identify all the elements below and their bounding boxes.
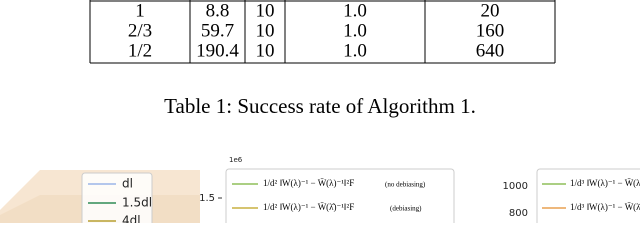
figure-middle: 1e6 1.5 1/d² ‖W(λ)⁻¹ − W̄(λ)⁻¹‖²F (no de… — [199, 156, 455, 223]
figure-left: dl 1.5dl 4dl — [0, 170, 200, 223]
legend-note: (no debiasing) — [385, 181, 426, 189]
page: 1 8.8 10 1.0 20 2/3 59.7 10 1.0 160 1/2 190.4 10 1.0 6… — [0, 0, 640, 223]
table-cell: 1.0 — [343, 0, 367, 21]
legend-note: (debiasing) — [390, 205, 422, 213]
table — [89, 0, 556, 64]
table-cell: 1/2 — [128, 40, 152, 61]
table-cell: 1.0 — [343, 20, 367, 41]
table-cell: 160 — [476, 20, 505, 41]
figure-right: 1000 800 1/d³ ‖W(λ)⁻¹ − W̄(λ)⁻¹‖²F 1/d³ … — [503, 168, 640, 223]
table-cell: 1.0 — [343, 40, 367, 61]
table-cell: 1 — [135, 0, 145, 21]
table-cell: 10 — [256, 20, 275, 41]
table-cell: 190.4 — [196, 40, 239, 61]
legend-formula: 1/d³ ‖W(λ)⁻¹ − W̄(λ̂)⁻¹‖²F — [570, 202, 640, 212]
table-cell: 10 — [256, 0, 275, 21]
table-caption: Table 1: Success rate of Algorithm 1. — [164, 94, 476, 118]
table-cell: 20 — [481, 0, 500, 21]
y-tick-label: 1.5 — [199, 193, 215, 204]
legend-formula: 1/d³ ‖W(λ)⁻¹ − W̄(λ)⁻¹‖²F — [570, 178, 640, 188]
legend-label: dl — [122, 177, 133, 191]
legend-formula: 1/d² ‖W(λ)⁻¹ − W̄(λ̂)⁻¹‖²F — [263, 202, 354, 212]
table-cell: 8.8 — [206, 0, 230, 21]
y-tick-label: 1000 — [503, 181, 528, 192]
legend-label: 1.5dl — [122, 196, 152, 210]
legend-formula: 1/d² ‖W(λ)⁻¹ − W̄(λ)⁻¹‖²F — [263, 178, 354, 188]
y-tick-label: 800 — [509, 208, 528, 219]
axis-exponent: 1e6 — [229, 156, 243, 164]
table-cell: 2/3 — [128, 20, 152, 41]
table-cell: 59.7 — [201, 20, 234, 41]
table-cell: 640 — [476, 40, 505, 61]
legend-label: 4dl — [122, 214, 141, 224]
table-cell: 10 — [256, 40, 275, 61]
